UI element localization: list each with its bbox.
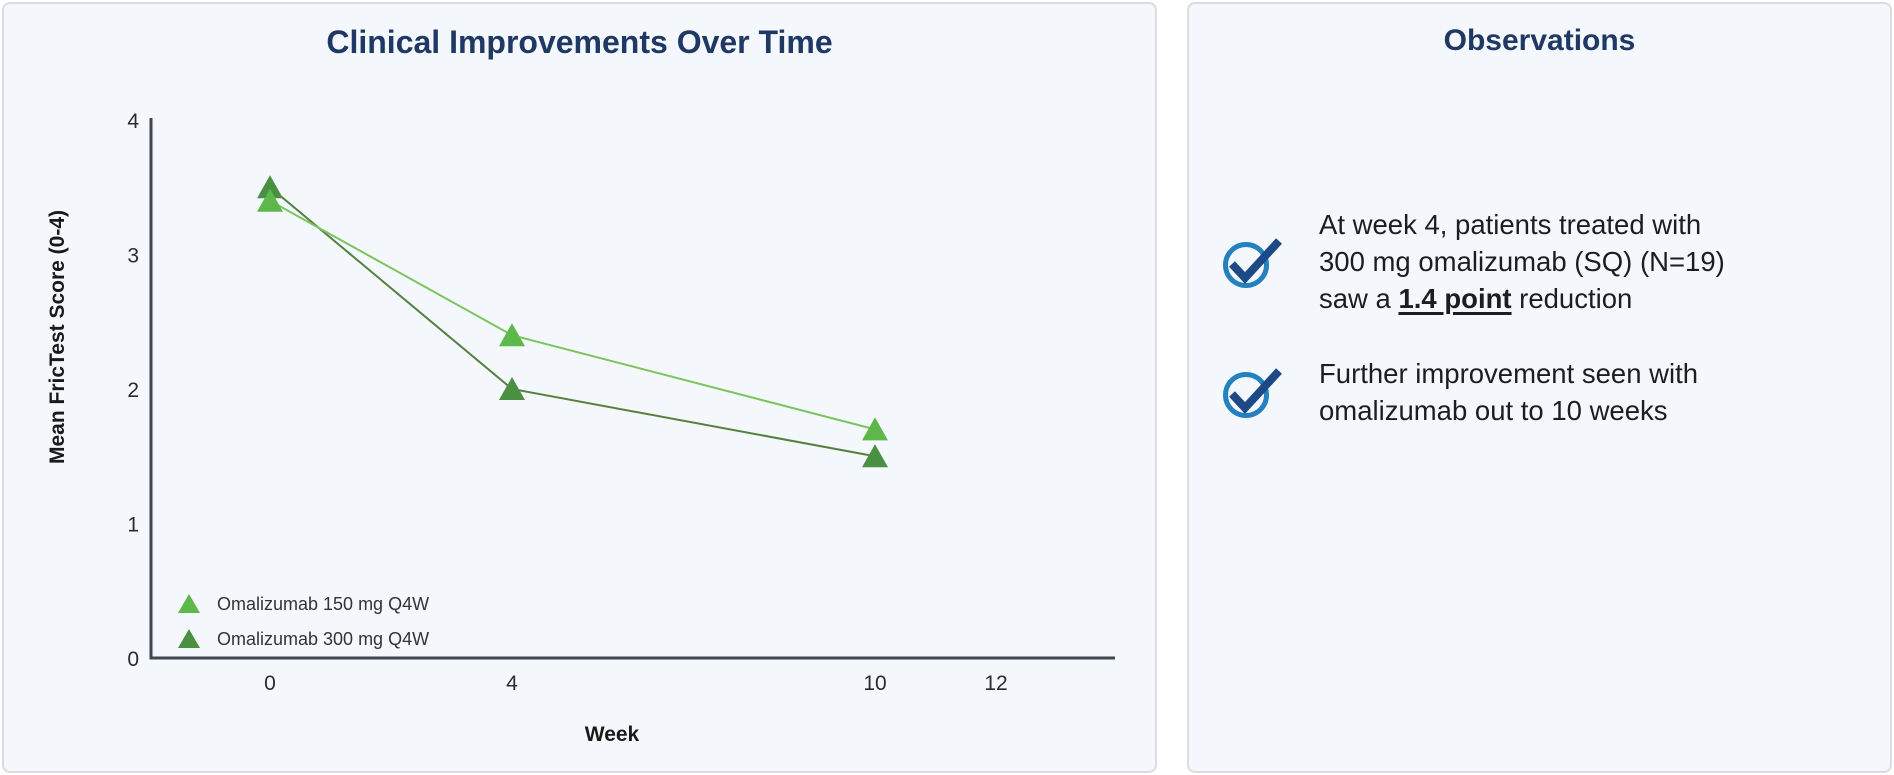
- observation-text-line: At week 4, patients treated with: [1319, 206, 1725, 243]
- observation-text-line: Further improvement seen with: [1319, 355, 1698, 392]
- y-tick-label: 0: [127, 648, 139, 671]
- legend-label: Omalizumab 150 mg Q4W: [217, 594, 429, 614]
- observations-title: Observations: [1443, 24, 1636, 57]
- y-tick-labels: 4 3 2 1 0: [127, 110, 139, 671]
- highlighted-value: 1.4 point: [1398, 283, 1512, 314]
- observation-text-line: 300 mg omalizumab (SQ) (N=19): [1319, 243, 1725, 280]
- check-circle: [1223, 241, 1269, 288]
- x-axis-label: Week: [585, 723, 640, 746]
- x-tick-label: 0: [264, 672, 276, 695]
- y-axis-label: Mean FricTest Score (0-4): [46, 210, 69, 464]
- text-segment: 300 mg omalizumab (SQ) (N=19): [1319, 246, 1725, 277]
- observation-text: At week 4, patients treated with 300 mg o…: [1319, 206, 1725, 317]
- check-mark: [1229, 237, 1282, 284]
- y-tick-label: 2: [127, 379, 139, 402]
- x-tick-label: 10: [863, 672, 886, 695]
- data-point-marker: [862, 417, 888, 441]
- text-segment: At week 4, patients treated with: [1319, 209, 1702, 240]
- check-icon: [1223, 237, 1282, 288]
- data-point-marker: [862, 444, 888, 468]
- text-segment: saw a: [1319, 283, 1399, 314]
- text-segment: Further improvement seen with: [1319, 358, 1699, 389]
- data-point-marker: [257, 175, 283, 199]
- data-point-marker: [257, 188, 283, 212]
- y-tick-label: 1: [127, 514, 139, 537]
- text-segment: omalizumab out to 10 weeks: [1319, 395, 1668, 426]
- legend-label: Omalizumab 300 mg Q4W: [217, 629, 429, 649]
- observation-text-line: omalizumab out to 10 weeks: [1319, 392, 1698, 429]
- x-tick-label: 4: [506, 672, 518, 695]
- check-circle: [1223, 372, 1269, 418]
- legend-marker: [178, 629, 200, 648]
- check-icon: [1223, 368, 1282, 418]
- observations-panel: Observations At week 4, patients treated…: [1187, 2, 1892, 773]
- chart-panel: Clinical Improvements Over Time Mean Fri…: [2, 2, 1157, 773]
- observations-list: At week 4, patients treated with 300 mg o…: [1223, 206, 1864, 429]
- text-segment: reduction: [1511, 283, 1633, 314]
- data-point-marker: [499, 323, 525, 347]
- observation-text: Further improvement seen with omalizumab …: [1319, 355, 1698, 429]
- check-mark: [1229, 368, 1282, 414]
- x-tick-labels: 0 4 10 12: [264, 672, 1008, 695]
- y-tick-label: 4: [127, 110, 139, 133]
- data-series: [257, 175, 888, 468]
- y-tick-label: 3: [127, 245, 139, 268]
- chart-legend: Omalizumab 150 mg Q4W Omalizumab 300 mg Q…: [178, 594, 429, 649]
- observation-item: Further improvement seen with omalizumab …: [1223, 355, 1864, 429]
- series-line: [269, 199, 876, 431]
- series-line: [269, 186, 876, 458]
- x-tick-label: 12: [984, 672, 1007, 695]
- data-point-marker: [499, 377, 525, 400]
- chart-title: Clinical Improvements Over Time: [326, 24, 833, 60]
- legend-marker: [178, 594, 200, 613]
- observation-item: At week 4, patients treated with 300 mg o…: [1223, 206, 1864, 317]
- observation-text-line: saw a 1.4 point reduction: [1319, 280, 1725, 317]
